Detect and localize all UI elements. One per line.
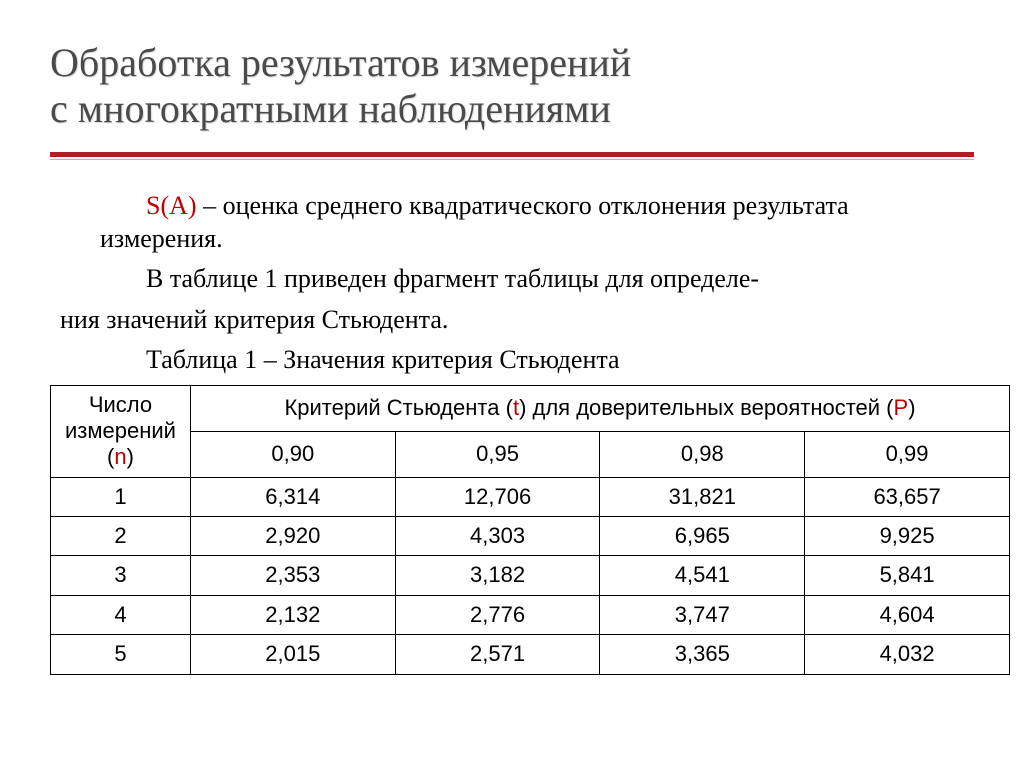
cell-val: 5,841 <box>805 556 1010 595</box>
student-table: Число измерений (n) Критерий Стьюдента (… <box>50 385 1010 675</box>
divider-thick <box>50 152 974 157</box>
hdr-top-mid: ) для доверительных вероятностей ( <box>519 395 893 420</box>
paragraph-2b: ния значений критерия Стьюдента. <box>60 304 964 337</box>
title-divider <box>50 152 974 162</box>
table-row: 2 2,920 4,303 6,965 9,925 <box>51 517 1010 556</box>
header-top: Критерий Стьюдента (t) для доверительных… <box>190 385 1009 431</box>
p2-line2: ния значений критерия Стьюдента. <box>60 305 448 334</box>
cell-val: 3,182 <box>395 556 600 595</box>
caption-text: Таблица 1 – Значения критерия Стьюдента <box>146 345 620 374</box>
table-caption: Таблица 1 – Значения критерия Стьюдента <box>100 344 964 377</box>
hdr-n-letter: n <box>114 444 126 469</box>
cell-val: 4,032 <box>805 635 1010 674</box>
table-header-row-2: 0,90 0,95 0,98 0,99 <box>51 431 1010 477</box>
cell-val: 2,920 <box>190 517 395 556</box>
p-col-2: 0,98 <box>600 431 805 477</box>
hdr-n-l2: измерений <box>65 418 176 443</box>
title-line-2: с многократными наблюдениями <box>50 86 611 131</box>
slide-title: Обработка результатов измерений с многок… <box>50 40 974 132</box>
cell-val: 4,604 <box>805 595 1010 634</box>
cell-val: 4,303 <box>395 517 600 556</box>
hdr-top-pre: Критерий Стьюдента ( <box>284 395 513 420</box>
table-row: 3 2,353 3,182 4,541 5,841 <box>51 556 1010 595</box>
cell-val: 3,365 <box>600 635 805 674</box>
table-header-row-1: Число измерений (n) Критерий Стьюдента (… <box>51 385 1010 431</box>
sa-desc: – оценка среднего квадратического отклон… <box>100 191 849 253</box>
cell-val: 9,925 <box>805 517 1010 556</box>
cell-n: 3 <box>51 556 191 595</box>
table-row: 1 6,314 12,706 31,821 63,657 <box>51 477 1010 516</box>
cell-val: 6,965 <box>600 517 805 556</box>
p-col-3: 0,99 <box>805 431 1010 477</box>
p2-line1: В таблице 1 приведен фрагмент таблицы дл… <box>146 264 759 293</box>
hdr-top-P: P <box>894 395 909 420</box>
cell-val: 4,541 <box>600 556 805 595</box>
cell-val: 12,706 <box>395 477 600 516</box>
cell-n: 4 <box>51 595 191 634</box>
cell-val: 2,776 <box>395 595 600 634</box>
table-row: 4 2,132 2,776 3,747 4,604 <box>51 595 1010 634</box>
hdr-n-paren-close: ) <box>127 444 134 469</box>
title-line-1: Обработка результатов измерений <box>50 40 631 85</box>
header-n: Число измерений (n) <box>51 385 191 477</box>
cell-n: 2 <box>51 517 191 556</box>
cell-val: 2,015 <box>190 635 395 674</box>
cell-n: 5 <box>51 635 191 674</box>
paragraph-2a: В таблице 1 приведен фрагмент таблицы дл… <box>100 263 964 296</box>
cell-val: 6,314 <box>190 477 395 516</box>
table-row: 5 2,015 2,571 3,365 4,032 <box>51 635 1010 674</box>
paragraph-sa: S(A) – оценка среднего квадратического о… <box>100 190 964 255</box>
cell-val: 2,571 <box>395 635 600 674</box>
cell-val: 31,821 <box>600 477 805 516</box>
divider-thin <box>50 159 974 160</box>
cell-val: 3,747 <box>600 595 805 634</box>
cell-val: 2,353 <box>190 556 395 595</box>
hdr-n-l1: Число <box>89 392 152 417</box>
cell-val: 2,132 <box>190 595 395 634</box>
p-col-0: 0,90 <box>190 431 395 477</box>
sa-symbol: S(A) <box>146 191 197 220</box>
hdr-top-post: ) <box>908 395 915 420</box>
cell-n: 1 <box>51 477 191 516</box>
cell-val: 63,657 <box>805 477 1010 516</box>
p-col-1: 0,95 <box>395 431 600 477</box>
